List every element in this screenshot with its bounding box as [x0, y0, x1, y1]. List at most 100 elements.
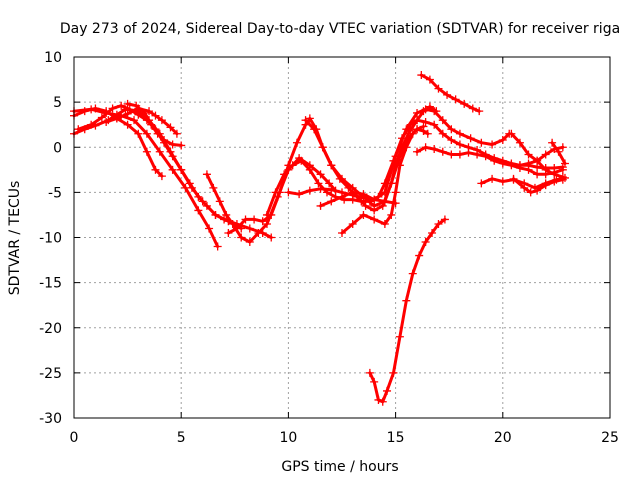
- data-point: [147, 120, 156, 129]
- series-line: [226, 105, 438, 235]
- series-track-8: [224, 102, 441, 237]
- data-point: [434, 84, 443, 93]
- data-point: [421, 105, 430, 114]
- data-point: [325, 179, 334, 188]
- data-point: [541, 150, 550, 159]
- data-point: [301, 116, 310, 125]
- data-point: [520, 183, 529, 192]
- data-point: [316, 201, 325, 210]
- data-point: [316, 184, 325, 193]
- data-point: [415, 251, 424, 260]
- data-point: [413, 108, 422, 117]
- data-point: [177, 141, 186, 150]
- data-point: [134, 104, 143, 113]
- data-point: [423, 129, 432, 138]
- data-point: [228, 219, 237, 228]
- y-tick-label: -20: [39, 321, 62, 337]
- series-track-19: [509, 174, 567, 197]
- data-point: [245, 224, 254, 233]
- data-point: [413, 116, 422, 125]
- data-point: [558, 175, 567, 184]
- data-point: [391, 188, 400, 197]
- data-point: [515, 138, 524, 147]
- data-point: [466, 134, 475, 143]
- chart-title: Day 273 of 2024, Sidereal Day-to-day VTE…: [60, 21, 620, 37]
- data-point: [338, 228, 346, 237]
- data-point: [434, 219, 443, 228]
- data-point: [327, 185, 336, 194]
- data-point: [157, 172, 166, 181]
- data-point: [447, 125, 456, 134]
- y-tick-label: -30: [39, 411, 62, 427]
- data-point: [316, 170, 325, 179]
- data-point: [185, 179, 194, 188]
- data-point: [194, 192, 203, 201]
- data-point: [153, 129, 162, 138]
- data-point: [430, 145, 439, 154]
- series-line: [126, 102, 183, 147]
- data-point: [112, 114, 121, 123]
- data-point: [305, 114, 314, 123]
- data-point: [220, 215, 229, 224]
- data-point: [421, 238, 430, 247]
- data-point: [507, 129, 516, 138]
- data-point: [447, 150, 456, 159]
- x-tick-label: 5: [177, 430, 186, 446]
- data-point: [211, 210, 220, 219]
- y-tick-label: -25: [39, 366, 62, 382]
- x-tick-label: 25: [601, 430, 619, 446]
- data-point: [490, 156, 499, 165]
- data-point: [481, 152, 490, 161]
- data-point: [224, 228, 233, 237]
- data-point: [477, 179, 486, 188]
- data-point: [327, 197, 336, 206]
- data-point: [130, 116, 139, 125]
- data-point: [550, 170, 559, 179]
- data-point: [194, 206, 203, 215]
- data-point: [359, 210, 368, 219]
- data-point: [288, 161, 297, 170]
- data-point: [515, 161, 524, 170]
- data-point: [413, 147, 422, 156]
- data-point: [327, 161, 336, 170]
- data-point: [305, 165, 314, 174]
- data-point: [428, 228, 437, 237]
- data-point: [455, 140, 464, 149]
- data-point: [280, 170, 289, 179]
- data-point: [374, 395, 383, 404]
- data-point: [361, 201, 370, 210]
- data-point: [419, 127, 428, 136]
- series-track-16: [413, 143, 567, 179]
- data-point: [232, 224, 241, 233]
- data-point: [488, 174, 497, 183]
- data-point: [205, 224, 214, 233]
- data-point: [97, 113, 106, 122]
- series-track-12: [316, 188, 400, 210]
- data-point: [151, 165, 160, 174]
- data-point: [160, 136, 169, 145]
- data-point: [438, 116, 447, 125]
- data-point: [155, 147, 164, 156]
- data-point: [91, 104, 100, 113]
- data-point: [168, 140, 177, 149]
- data-point: [344, 183, 353, 192]
- data-point: [166, 123, 175, 132]
- data-point: [533, 170, 542, 179]
- data-point: [402, 143, 411, 152]
- data-point: [370, 377, 379, 386]
- data-point: [455, 129, 464, 138]
- series-line: [72, 106, 164, 178]
- series-line: [419, 73, 481, 113]
- data-point: [558, 165, 567, 174]
- data-point: [123, 99, 132, 108]
- data-point: [389, 368, 398, 377]
- data-point: [370, 195, 379, 204]
- data-point: [123, 120, 132, 129]
- data-point: [262, 210, 271, 219]
- data-point: [413, 125, 422, 134]
- data-point: [145, 107, 154, 116]
- data-series: [70, 71, 569, 406]
- data-point: [447, 136, 456, 145]
- data-point: [387, 210, 396, 219]
